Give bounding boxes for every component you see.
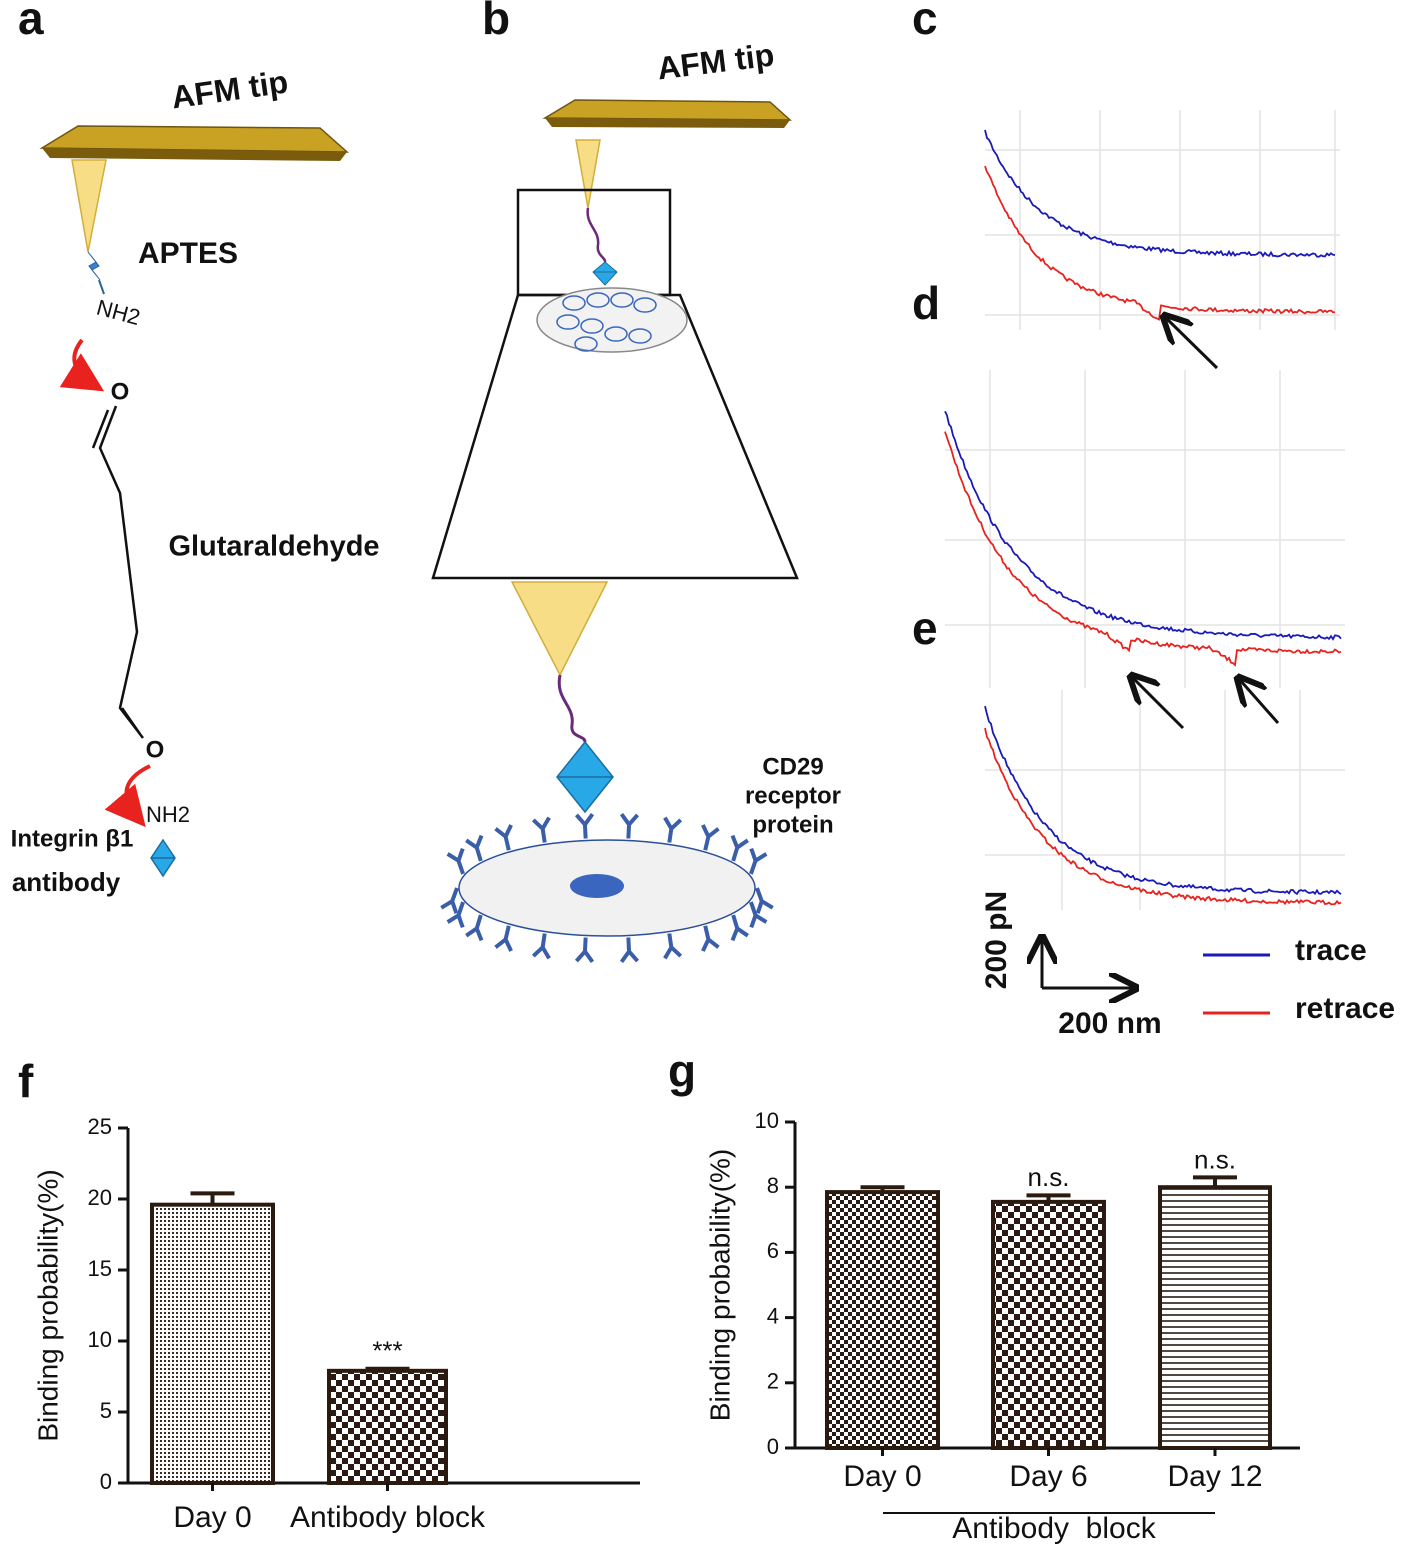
y-tick-label: 0 [100,1469,112,1494]
antibody-icon [701,824,720,851]
bar [1158,1185,1272,1450]
antibody-icon [574,937,595,964]
x-tick-label: Day 0 [843,1460,921,1493]
y-tick-label: 10 [755,1108,779,1133]
y-tick-label: 0 [767,1434,779,1459]
scale-x-label: 200 nm [1058,1007,1161,1040]
x-tick-label: Day 12 [1167,1460,1262,1493]
oxygen-label: O [146,736,165,763]
legend-label: trace [1295,934,1367,967]
annotation: n.s. [1028,1162,1070,1192]
legend-label: retrace [1295,992,1395,1025]
y-tick-label: 2 [767,1369,779,1394]
error-bar [190,1191,235,1205]
antibody-label: Integrin β1 [11,825,134,852]
bar [327,1368,448,1485]
antibody-icon [446,847,465,875]
error-bar [365,1366,410,1371]
antibody-icon [446,901,465,929]
y-tick-label: 15 [88,1256,112,1281]
error-bar [860,1185,905,1193]
receptor-label: CD29 [762,753,823,780]
arrows [1042,318,1280,988]
y-axis-label: Binding probability(%) [32,1169,63,1441]
antibody-icon [465,834,484,862]
y-axis-label: Binding probability(%) [704,1149,735,1421]
antibody-icon [494,824,513,851]
y-tick-label: 25 [88,1114,112,1139]
trace-curve [984,129,1336,258]
amine-label: NH2 [94,295,143,331]
oxygen-label: O [111,378,130,405]
antibody-icon [701,925,720,952]
panel-b-diagram: CD29 receptor protein AFM tip [431,36,841,964]
panel-label: a [18,0,44,44]
receptor-label: protein [752,811,833,838]
antibody-icon [755,887,774,914]
antibody-icon [440,887,459,914]
panel-label: d [912,277,940,329]
antibody-icon [619,812,640,839]
scale-y-label: 200 pN [980,891,1013,989]
y-tick-label: 8 [767,1173,779,1198]
error-bar [1026,1193,1071,1202]
x-tick-label: Antibody block [290,1501,486,1534]
antibody-icon [619,937,640,964]
panel-label: e [912,602,938,654]
trace-curve [944,410,1342,641]
antibody-icon [465,914,484,942]
antibody-icon [730,914,749,942]
antibody-icon [531,816,551,843]
crosslinker-label: Glutaraldehyde [168,531,379,563]
antibody-icon [494,925,513,952]
panel-label: c [912,0,938,44]
linker-label: APTES [138,237,238,270]
y-tick-label: 6 [767,1238,779,1263]
annotation: n.s. [1194,1144,1236,1174]
antibody-icon [663,816,683,843]
group-label: Antibody block [952,1512,1156,1545]
amine-label: NH2 [146,802,190,827]
antibody-icon [749,901,768,929]
force-curves [944,110,1345,910]
retrace-curve [944,431,1342,667]
bar [991,1199,1106,1450]
x-tick-label: Day 6 [1009,1460,1087,1493]
annotation: *** [372,1336,402,1366]
retrace-curve [984,165,1336,321]
legend: trace retrace [1203,934,1395,1025]
tip-label: AFM tip [169,63,290,115]
panel-a-diagram: AFM tip APTES NH2 O Glutaraldehyde O NH2… [11,63,380,896]
panel-label: b [482,0,510,44]
antibody-label: antibody [12,867,121,897]
tip-label: AFM tip [655,36,776,86]
x-tick-label: Day 0 [173,1501,251,1534]
panel-label: g [668,1045,696,1097]
y-tick-label: 10 [88,1327,112,1352]
antibody-icon [574,812,595,839]
y-tick-label: 20 [88,1185,112,1210]
error-bar [1193,1175,1237,1188]
antibody-icon [730,834,749,862]
panel-label: f [18,1055,34,1107]
antibody-icon [531,933,551,960]
bar [825,1190,940,1450]
antibody-icon [663,933,683,960]
y-tick-label: 5 [100,1398,112,1423]
receptor-label: receptor [745,782,841,809]
bar [150,1202,275,1486]
retrace-curve [984,727,1342,906]
trace-curve [984,705,1342,896]
y-tick-label: 4 [767,1303,779,1328]
antibody-icon [749,847,768,875]
